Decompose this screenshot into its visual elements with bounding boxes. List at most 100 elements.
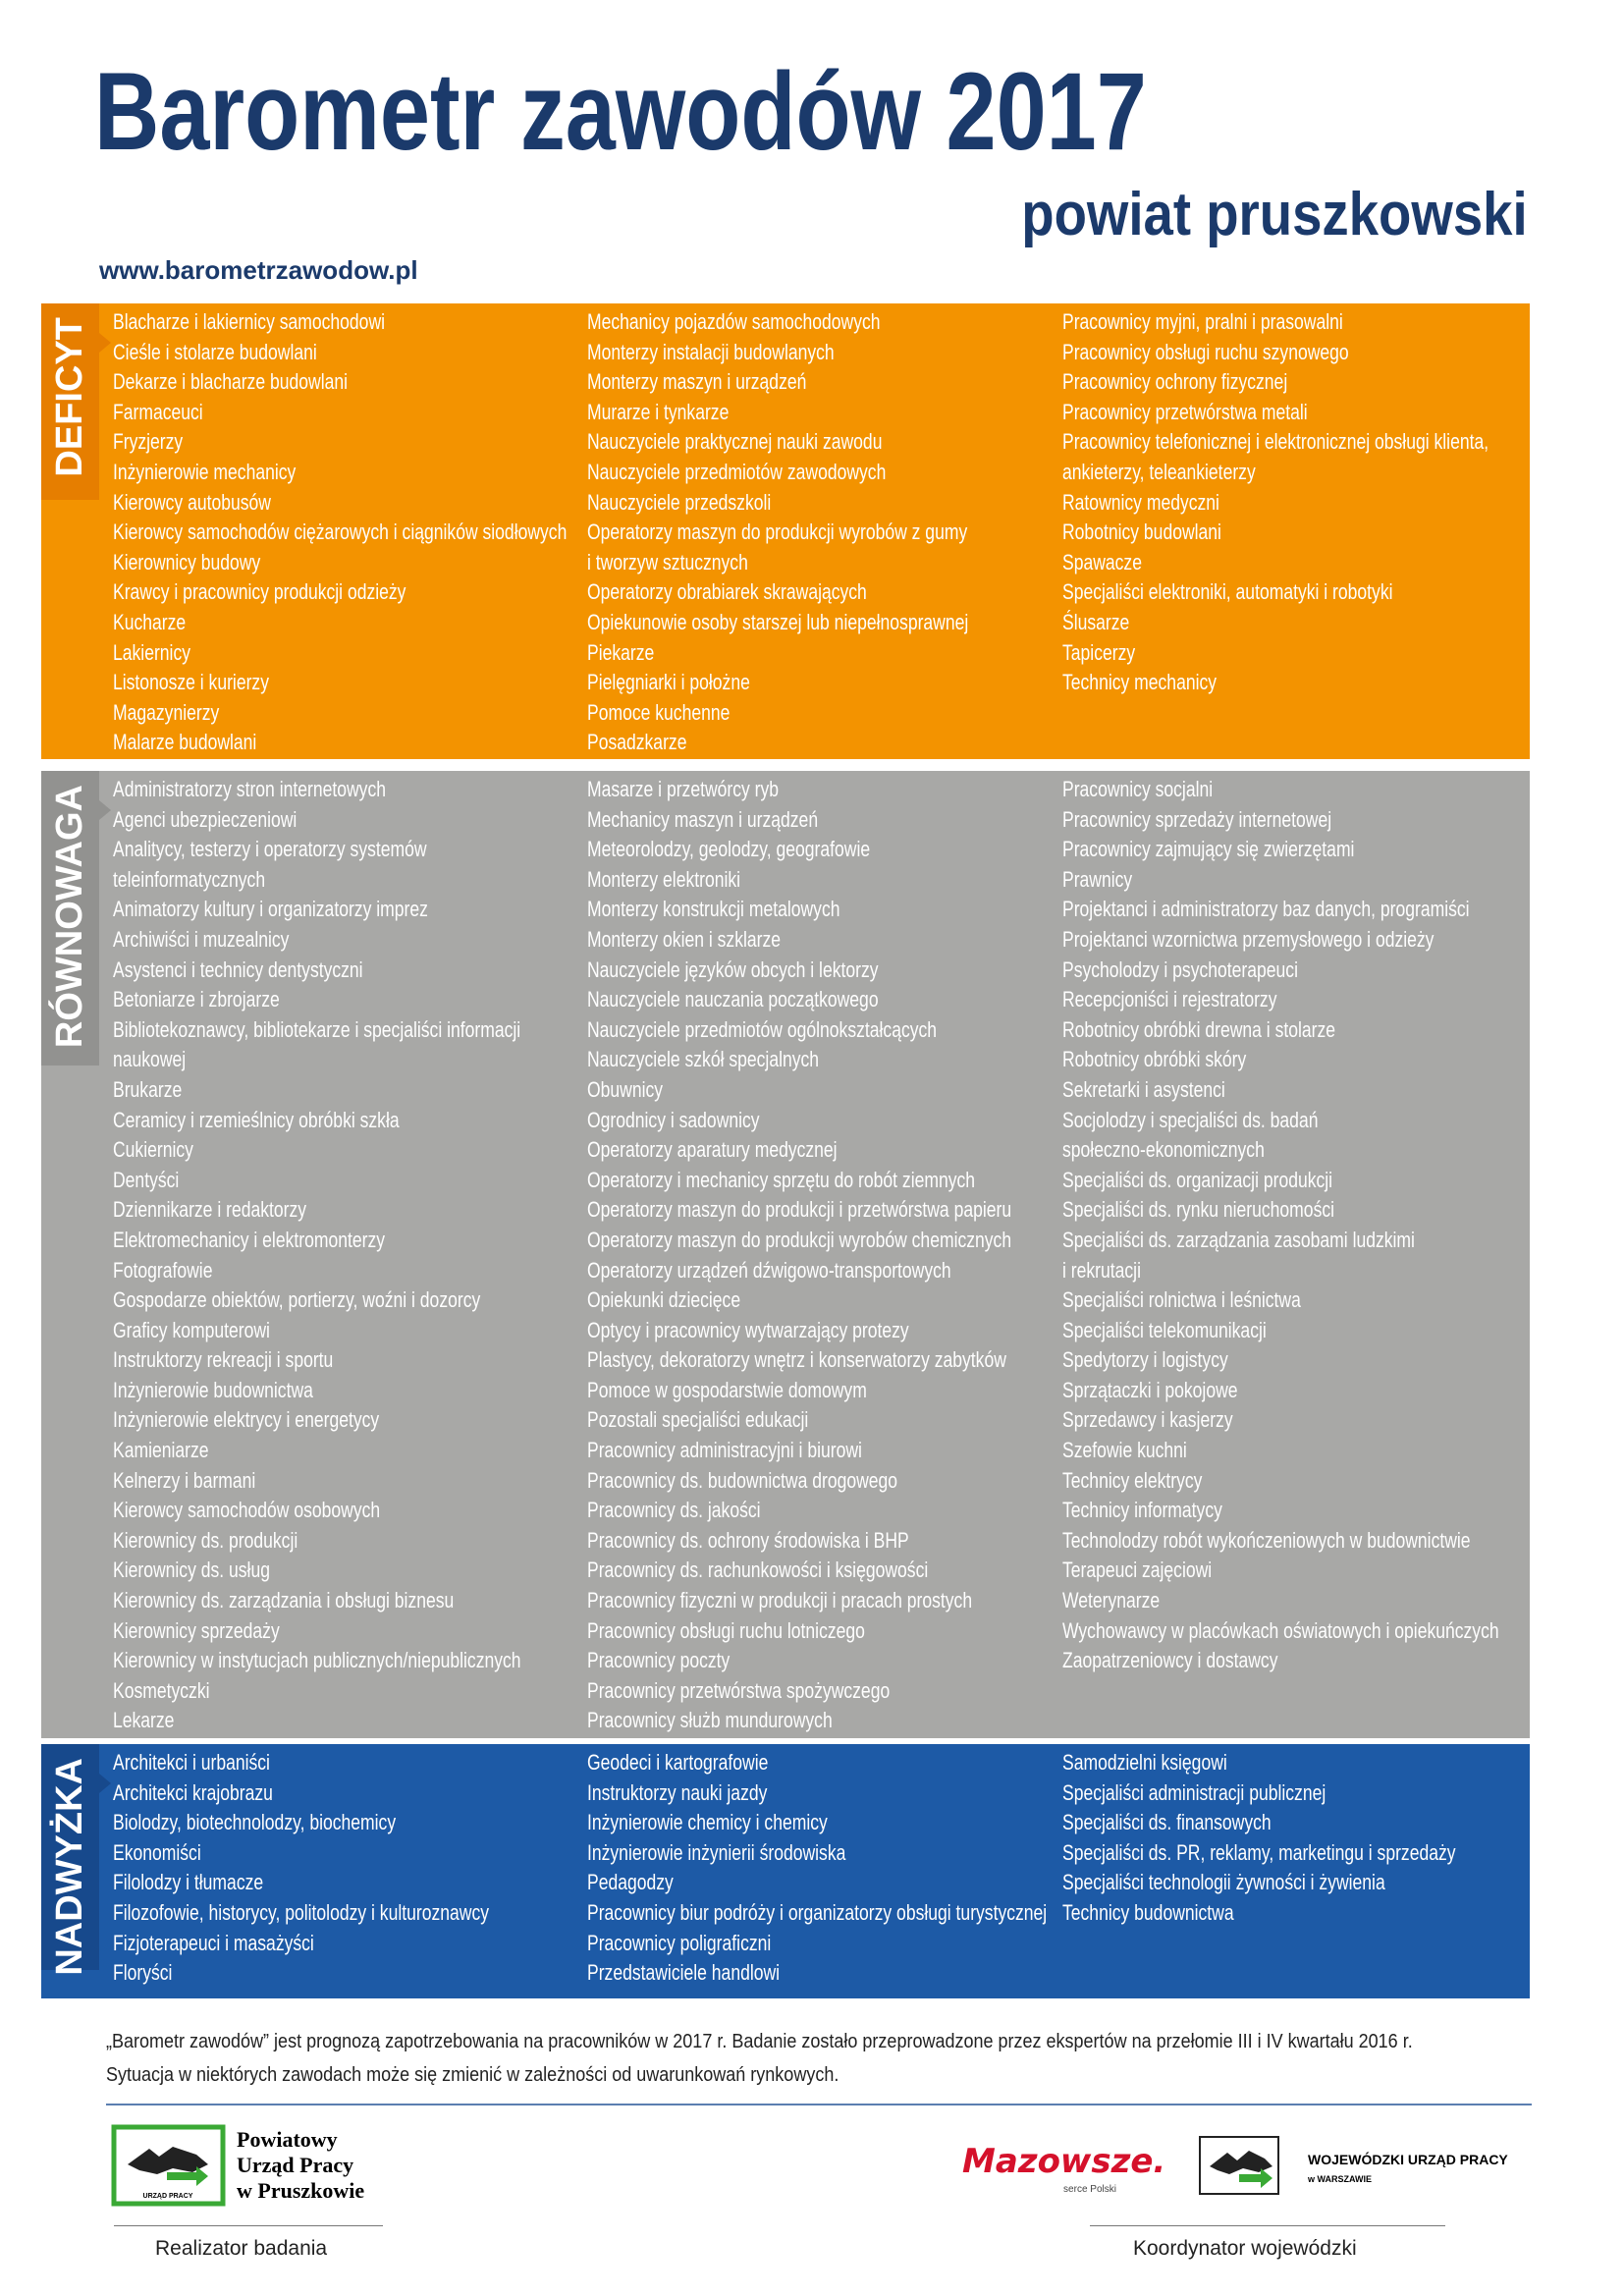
occupation: Specjaliści elektroniki, automatyki i ro… bbox=[1062, 579, 1393, 605]
occupation: Archiwiści i muzealnicy bbox=[113, 926, 290, 952]
occupation: Graficy komputerowi bbox=[113, 1317, 270, 1342]
occupation: Technicy budownictwa bbox=[1062, 1899, 1234, 1925]
occupation: teleinformatycznych bbox=[113, 866, 266, 892]
occupation: i rekrutacji bbox=[1062, 1257, 1141, 1283]
occupation: Pracownicy administracyjni i biurowi bbox=[587, 1438, 862, 1463]
occupation: Kierowcy samochodów osobowych bbox=[113, 1498, 381, 1523]
occupation: Kosmetyczki bbox=[113, 1677, 210, 1703]
occupation: Projektanci i administratorzy baz danych… bbox=[1062, 897, 1470, 922]
partner-logos: Mazowsze. serce Polski WOJEWÓDZKI URZĄD … bbox=[962, 2136, 1508, 2195]
occupation: Terapeuci zajęciowi bbox=[1062, 1558, 1213, 1583]
occupation: Plastycy, dekoratorzy wnętrz i konserwat… bbox=[587, 1347, 1006, 1373]
occupation: Zaopatrzeniowcy i dostawcy bbox=[1062, 1648, 1278, 1673]
mazowsze-tagline: serce Polski bbox=[1063, 2184, 1116, 2195]
occupation: Ślusarze bbox=[1062, 609, 1130, 634]
occupation: Pielęgniarki i położne bbox=[587, 670, 750, 695]
logo-text: Powiatowy bbox=[237, 2127, 338, 2152]
occupation: Ekonomiści bbox=[113, 1839, 201, 1865]
occupation: Blacharze i lakiernicy samochodowi bbox=[113, 309, 386, 334]
occupation: Pracownicy ds. budownictwa drogowego bbox=[587, 1467, 898, 1493]
divider bbox=[1090, 2225, 1445, 2226]
occupation: Instruktorzy rekreacji i sportu bbox=[113, 1347, 334, 1373]
occupation: Filozofowie, historycy, politolodzy i ku… bbox=[113, 1899, 490, 1925]
occupation: Sprzątaczki i pokojowe bbox=[1062, 1377, 1238, 1402]
occupation: Asystenci i technicy dentystyczni bbox=[113, 957, 363, 982]
occupation: Kierowcy autobusów bbox=[113, 489, 271, 515]
occupation: Spedytorzy i logistycy bbox=[1062, 1347, 1228, 1373]
divider bbox=[114, 2225, 383, 2226]
occupation: Ratownicy medyczni bbox=[1062, 489, 1219, 515]
occupation: Specjaliści ds. rynku nieruchomości bbox=[1062, 1197, 1335, 1223]
note: Sytuacja w niektórych zawodach może się … bbox=[106, 2064, 839, 2086]
occupation: Animatorzy kultury i organizatorzy impre… bbox=[113, 897, 428, 922]
occupation: Kamieniarze bbox=[113, 1438, 209, 1463]
occupation: Pozostali specjaliści edukacji bbox=[587, 1407, 809, 1433]
occupation: Kierownicy budowy bbox=[113, 549, 261, 574]
occupation: Inżynierowie budownictwa bbox=[113, 1377, 313, 1402]
occupation: społeczno-ekonomicznych bbox=[1062, 1137, 1265, 1163]
subtitle: powiat pruszkowski bbox=[1021, 181, 1528, 248]
occupation: Lakiernicy bbox=[113, 639, 191, 665]
logo-text: w Pruszkowie bbox=[237, 2178, 364, 2203]
occupation: Nauczyciele przedmiotów zawodowych bbox=[587, 459, 887, 484]
occupation: Inżynierowie mechanicy bbox=[113, 459, 297, 484]
occupation: Kierownicy w instytucjach publicznych/ni… bbox=[113, 1648, 521, 1673]
section: DEFICYT Blacharze i lakiernicy samochodow… bbox=[41, 303, 1530, 759]
occupation: Administratorzy stron internetowych bbox=[113, 777, 386, 801]
column: Samodzielni księgowi Specjaliści administ… bbox=[1062, 1748, 1567, 1929]
occupation: Weterynarze bbox=[1062, 1588, 1161, 1613]
occupation: Nauczyciele przedszkoli bbox=[587, 489, 772, 515]
occupation: Pracownicy obsługi ruchu lotniczego bbox=[587, 1617, 865, 1643]
occupation: Pedagodzy bbox=[587, 1870, 674, 1895]
occupation: Specjaliści ds. finansowych bbox=[1062, 1810, 1272, 1835]
occupation: Sprzedawcy i kasjerzy bbox=[1062, 1407, 1233, 1433]
occupation: Robotnicy obróbki drewna i stolarze bbox=[1062, 1016, 1336, 1042]
occupation: Pracownicy przetwórstwa spożywczego bbox=[587, 1677, 891, 1703]
occupation: Lekarze bbox=[113, 1708, 175, 1733]
occupation: Optycy i pracownicy wytwarzający protezy bbox=[587, 1317, 909, 1342]
occupation: Technicy informatycy bbox=[1062, 1498, 1222, 1523]
occupation: Ceramicy i rzemieślnicy obróbki szkła bbox=[113, 1107, 400, 1132]
occupation: Nauczyciele praktycznej nauki zawodu bbox=[587, 429, 883, 455]
pup-logo: URZĄD PRACY Powiatowy Urząd Pracy w Prus… bbox=[111, 2124, 364, 2207]
occupation: Inżynierowie inżynierii środowiska bbox=[587, 1839, 846, 1865]
occupation: Recepcjoniści i rejestratorzy bbox=[1062, 987, 1277, 1012]
occupation: Operatorzy maszyn do produkcji wyrobów z… bbox=[587, 519, 968, 545]
occupation: Specjaliści rolnictwa i leśnictwa bbox=[1062, 1287, 1301, 1313]
url[interactable]: www.barometrzawodow.pl bbox=[99, 255, 418, 285]
occupation: Nauczyciele szkół specjalnych bbox=[587, 1047, 820, 1072]
occupation: Operatorzy aparatury medycznej bbox=[587, 1137, 838, 1163]
occupation: Brukarze bbox=[113, 1076, 183, 1102]
occupation: Samodzielni księgowi bbox=[1062, 1750, 1227, 1775]
occupation: Pracownicy socjalni bbox=[1062, 777, 1214, 801]
occupation: Pomoce w gospodarstwie domowym bbox=[587, 1377, 867, 1402]
occupation: Kelnerzy i barmani bbox=[113, 1467, 256, 1493]
occupation: Operatorzy obrabiarek skrawających bbox=[587, 579, 867, 605]
column: Architekci i urbaniści Architekci krajobr… bbox=[113, 1748, 595, 1989]
section: RÓWNOWAGA Administratorzy stron interneto… bbox=[41, 771, 1530, 1738]
occupation: Robotnicy budowlani bbox=[1062, 519, 1221, 545]
occupation: Pracownicy telefonicznej i elektroniczne… bbox=[1062, 429, 1489, 455]
section: NADWYŻKA Architekci i urbaniści Architekci… bbox=[41, 1744, 1530, 1998]
occupation: Monterzy konstrukcji metalowych bbox=[587, 897, 840, 922]
occupation: Pracownicy przetwórstwa metali bbox=[1062, 399, 1308, 424]
occupation: Architekci krajobrazu bbox=[113, 1779, 273, 1805]
column: Geodeci i kartografowie Instruktorzy nauk… bbox=[587, 1748, 1176, 1989]
occupation: Monterzy okien i szklarze bbox=[587, 926, 782, 952]
occupation: Bibliotekoznawcy, bibliotekarze i specja… bbox=[113, 1016, 521, 1042]
occupation: Mechanicy pojazdów samochodowych bbox=[587, 309, 881, 334]
occupation: Biolodzy, biotechnolodzy, biochemicy bbox=[113, 1810, 397, 1835]
divider bbox=[106, 2104, 1532, 2105]
occupation: Malarze budowlani bbox=[113, 730, 257, 755]
caption: Realizator badania bbox=[155, 2237, 328, 2260]
occupation: Floryści bbox=[113, 1960, 173, 1986]
occupation: Specjaliści telekomunikacji bbox=[1062, 1317, 1267, 1342]
occupation: Cieśle i stolarze budowlani bbox=[113, 339, 317, 364]
mazowsze-logo: Mazowsze. bbox=[962, 2142, 1165, 2181]
occupation: Specjaliści technologii żywności i żywie… bbox=[1062, 1870, 1385, 1895]
section-tab: NADWYŻKA bbox=[41, 1744, 111, 1976]
occupation: Instruktorzy nauki jazdy bbox=[587, 1779, 768, 1805]
occupation: Betoniarze i zbrojarze bbox=[113, 987, 280, 1012]
occupation: Gospodarze obiektów, portierzy, woźni i … bbox=[113, 1287, 481, 1313]
